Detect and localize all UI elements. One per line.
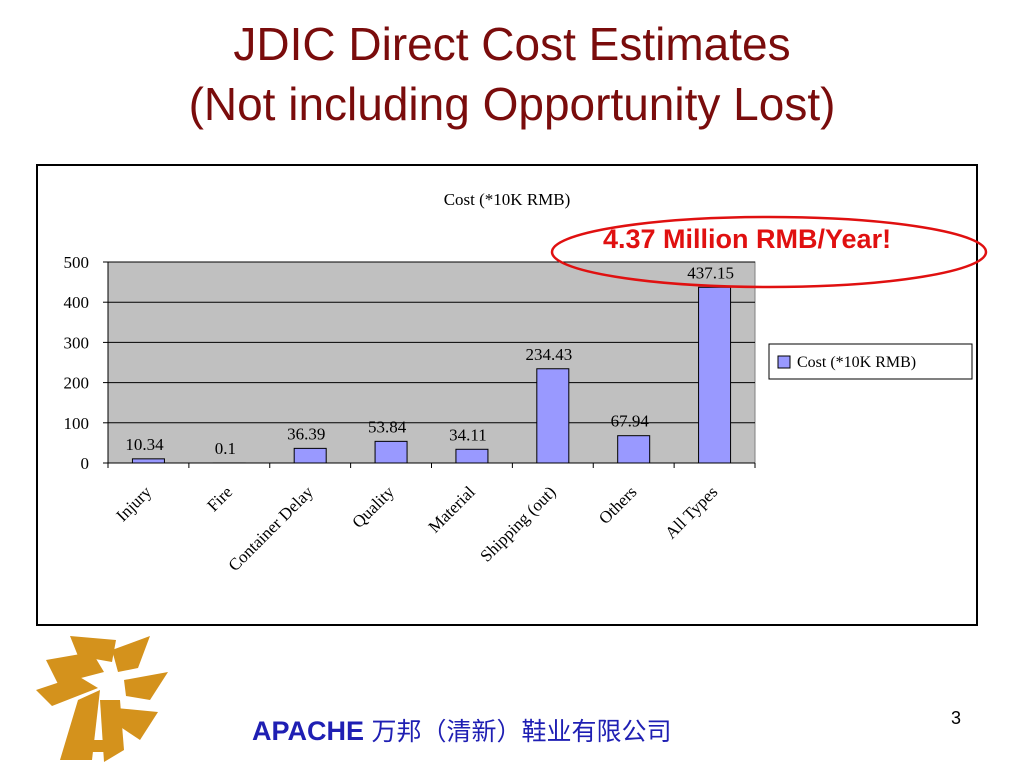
- highlight-ellipse: [550, 215, 988, 289]
- category-label: Others: [595, 482, 640, 527]
- category-label: All Types: [661, 482, 721, 542]
- page-number: 3: [951, 708, 962, 728]
- legend: Cost (*10K RMB): [768, 343, 973, 380]
- title-line-2: (Not including Opportunity Lost): [188, 78, 836, 130]
- legend-box: [768, 343, 973, 380]
- legend-swatch: [777, 355, 791, 369]
- bar: [536, 368, 570, 464]
- category-label: Fire: [203, 482, 236, 515]
- y-tick-label: 0: [81, 454, 90, 473]
- category-label: Injury: [112, 482, 155, 525]
- company-logo: [36, 636, 168, 762]
- bar: [698, 286, 732, 464]
- data-label: 36.39: [287, 424, 325, 443]
- bar: [455, 448, 489, 464]
- y-tick-label: 100: [64, 414, 90, 433]
- category-label: Material: [425, 482, 479, 536]
- data-label: 34.11: [449, 425, 487, 444]
- bar: [293, 447, 327, 464]
- footer-company: 万邦（清新）鞋业有限公司: [371, 717, 672, 746]
- slide-title: JDIC Direct Cost Estimates (Not includin…: [0, 14, 1024, 134]
- data-label: 67.94: [611, 412, 650, 431]
- category-label: Container Delay: [224, 482, 317, 575]
- bar: [131, 458, 165, 464]
- category-label: Quality: [348, 482, 398, 532]
- y-tick-label: 200: [64, 374, 90, 393]
- data-label: 234.43: [525, 345, 572, 364]
- data-label: 437.15: [687, 263, 734, 282]
- legend-label: Cost (*10K RMB): [797, 354, 916, 371]
- bar: [617, 435, 651, 464]
- data-label: 10.34: [125, 435, 164, 454]
- data-label: 0.1: [215, 439, 236, 458]
- y-tick-label: 400: [64, 293, 90, 312]
- title-line-1: JDIC Direct Cost Estimates: [233, 18, 791, 70]
- footer: APACHE 万邦（清新）鞋业有限公司: [252, 712, 672, 748]
- annotation-callout: 4.37 Million RMB/Year!: [603, 224, 892, 254]
- y-tick-label: 300: [64, 333, 90, 352]
- data-label: 53.84: [368, 417, 407, 436]
- bar: [374, 440, 408, 464]
- chart-title: Cost (*10K RMB): [444, 190, 571, 209]
- plot-area: [107, 261, 756, 464]
- footer-brand: APACHE: [252, 716, 365, 746]
- y-tick-label: 500: [64, 253, 90, 272]
- category-label: Shipping (out): [476, 482, 559, 565]
